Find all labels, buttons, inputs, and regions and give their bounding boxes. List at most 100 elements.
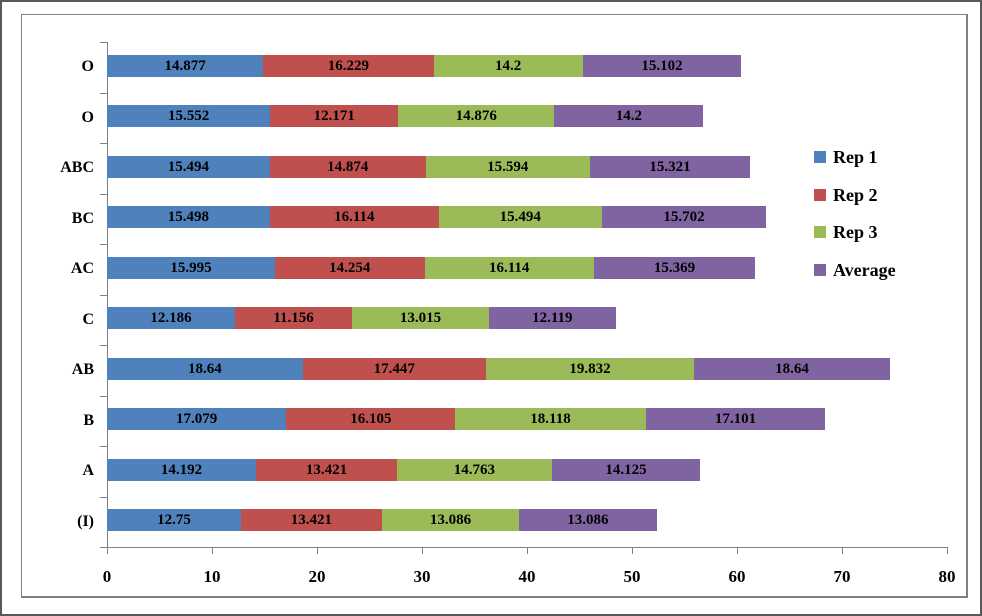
x-axis-tick-label: 80 [938,567,956,586]
y-axis-tick [100,244,107,245]
bar-data-label: 14.192 [160,462,203,478]
bar-segment-rep1[interactable]: 15.498 [107,206,270,228]
x-axis-tick-label: 0 [102,567,112,586]
x-axis-tick-label: 50 [623,567,641,586]
bar-data-label: 18.64 [187,361,222,377]
bar-segment-average[interactable]: 14.125 [551,459,701,481]
legend-label: Average [833,260,896,280]
legend-label: Rep 2 [833,185,878,205]
bar-segment-rep2[interactable]: 16.229 [263,55,434,77]
bar-data-label: 13.421 [305,462,348,478]
x-axis-tick [632,547,633,554]
bar-data-label: 15.594 [487,159,529,175]
bar-segment-average[interactable]: 14.2 [554,105,704,127]
bar-segment-rep3[interactable]: 13.086 [381,509,520,531]
bar-segment-rep1[interactable]: 17.079 [107,408,287,430]
category-label: AC [70,260,94,277]
x-axis-tick [212,547,213,554]
bar-segment-rep3[interactable]: 14.2 [433,55,583,77]
bar-segment-average[interactable]: 12.119 [488,307,616,329]
bar-segment-rep1[interactable]: 12.186 [107,307,235,329]
category-label: ABC [60,159,94,176]
y-axis-tick [100,345,107,346]
bar-segment-average[interactable]: 15.102 [582,55,742,77]
bar-data-label: 14.125 [605,462,647,478]
legend-swatch-icon [814,226,826,238]
bar-data-label: 19.832 [569,361,611,377]
bar-segment-average[interactable]: 15.702 [601,206,767,228]
bar-segment-rep2[interactable]: 16.105 [286,408,456,430]
bar-segment-rep3[interactable]: 14.876 [398,105,555,127]
legend-entry-rep1[interactable]: Rep 1 [814,146,878,168]
bar-segment-rep2[interactable]: 11.156 [235,307,353,329]
bar-segment-rep2[interactable]: 16.114 [269,206,439,228]
x-axis-tick-label: 20 [308,567,326,586]
bar-data-label: 13.015 [399,310,442,326]
legend-swatch-icon [814,264,826,276]
bar-data-label: 16.229 [327,58,369,74]
bar-data-label: 14.763 [453,462,496,478]
bar-data-label: 14.877 [164,58,206,74]
bar-segment-average[interactable]: 18.64 [694,358,890,380]
bar-segment-average[interactable]: 15.321 [589,156,751,178]
bar-segment-rep3[interactable]: 15.494 [438,206,602,228]
bar-segment-rep2[interactable]: 17.447 [302,358,486,380]
legend-entry-average[interactable]: Average [814,259,896,281]
y-axis-tick [100,143,107,144]
bar-segment-rep3[interactable]: 14.763 [396,459,552,481]
bar-data-label: 15.369 [653,260,696,276]
bar-data-label: 12.186 [150,310,192,326]
bar-data-label: 18.64 [775,361,809,377]
bar-data-label: 16.105 [350,411,392,427]
y-axis-tick [100,497,107,498]
bar-segment-rep3[interactable]: 13.015 [352,307,489,329]
bar-segment-rep1[interactable]: 14.192 [107,459,256,481]
bar-segment-average[interactable]: 17.101 [645,408,826,430]
legend-swatch-icon [814,151,826,163]
bar-data-label: 15.321 [649,159,691,175]
bar-data-label: 16.114 [488,260,530,276]
x-axis-tick [947,547,948,554]
legend-entry-rep3[interactable]: Rep 3 [814,221,878,243]
bar-segment-rep1[interactable]: 15.995 [107,257,275,279]
category-label: O [81,109,94,126]
bar-data-label: 15.494 [499,209,541,225]
bar-data-label: 17.447 [373,361,415,377]
bar-data-label: 14.876 [455,108,497,124]
y-axis-tick [100,194,107,195]
bar-segment-rep2[interactable]: 12.171 [270,105,399,127]
category-label: BC [71,210,94,227]
bar-segment-average[interactable]: 15.369 [593,257,756,279]
bar-data-label: 15.552 [168,108,210,124]
bar-data-label: 15.498 [167,209,209,225]
bar-segment-rep2[interactable]: 13.421 [256,459,397,481]
bar-segment-rep3[interactable]: 16.114 [424,257,594,279]
bar-segment-rep3[interactable]: 15.594 [425,156,590,178]
bar-segment-rep1[interactable]: 15.494 [107,156,270,178]
category-label: C [82,311,94,328]
bar-data-label: 12.75 [157,512,191,528]
x-axis-tick-label: 70 [833,567,851,586]
x-axis-tick [737,547,738,554]
bar-segment-rep2[interactable]: 14.874 [269,156,426,178]
bar-data-label: 15.702 [663,209,705,225]
bar-segment-rep3[interactable]: 19.832 [485,358,695,380]
legend-entry-rep2[interactable]: Rep 2 [814,184,878,206]
bar-segment-rep1[interactable]: 14.877 [107,55,264,77]
legend-label: Rep 1 [833,147,878,167]
y-axis-tick [100,93,107,94]
bar-segment-rep1[interactable]: 15.552 [107,105,271,127]
bar-segment-rep2[interactable]: 13.421 [240,509,382,531]
bar-data-label: 14.254 [329,260,371,276]
bar-data-label: 17.101 [714,411,757,427]
bar-segment-rep2[interactable]: 14.254 [274,257,425,279]
bar-segment-rep1[interactable]: 12.75 [107,509,241,531]
y-axis-line [107,42,108,547]
bar-segment-rep1[interactable]: 18.64 [107,358,303,380]
x-axis-tick [527,547,528,554]
x-axis-tick [842,547,843,554]
bar-segment-rep3[interactable]: 18.118 [455,408,646,430]
category-label: AB [71,361,94,378]
bar-segment-average[interactable]: 13.086 [519,509,657,531]
